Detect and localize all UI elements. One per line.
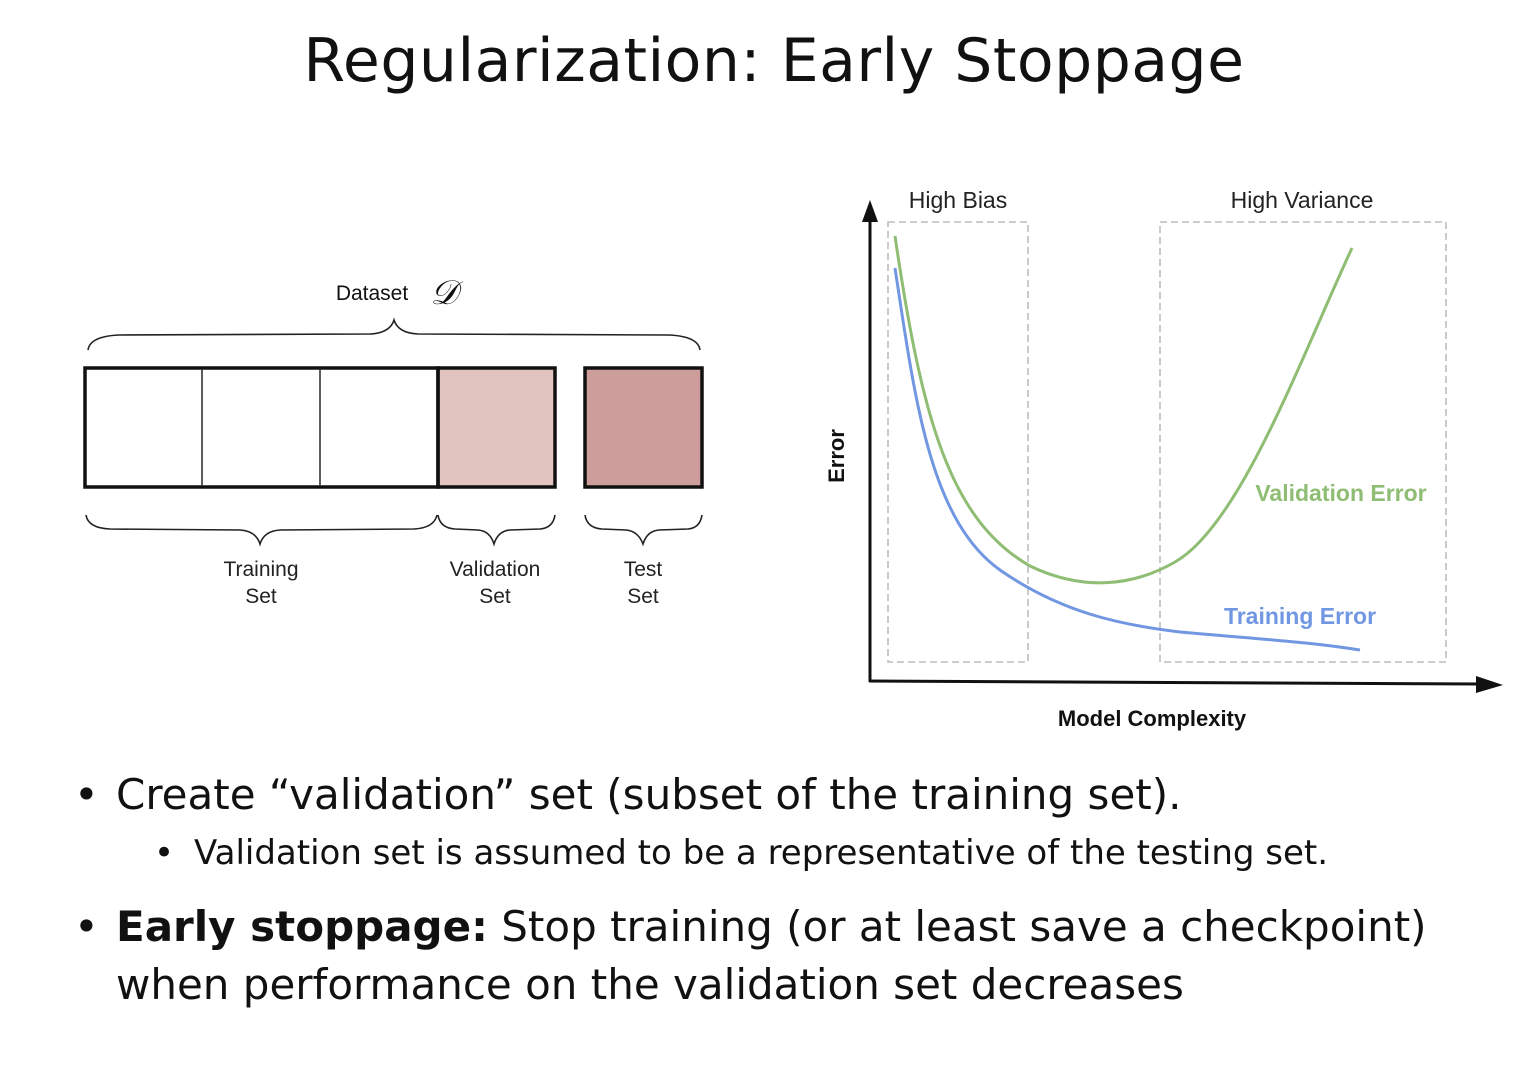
validation-error-curve	[893, 235, 1354, 585]
dataset-symbol: 𝒟	[430, 274, 463, 312]
test-brace	[584, 514, 703, 547]
validation-label-line1: Validation	[450, 558, 541, 581]
training-fold-3	[320, 368, 438, 487]
training-error-label: Training Error	[1224, 603, 1376, 629]
bullet-dot: •	[74, 770, 99, 819]
validation-label-line2: Set	[479, 585, 511, 608]
dataset-diagram: Dataset 𝒟 Training Set Validation Set Te…	[83, 274, 704, 608]
bullet-item: • Early stoppage: Stop training (or at l…	[74, 898, 1514, 1014]
x-axis	[868, 679, 1481, 686]
bullet-text: Stop training (or at least save a checkp…	[116, 902, 1427, 1009]
dataset-label: Dataset	[336, 282, 409, 305]
x-axis-label: Model Complexity	[1058, 706, 1247, 731]
y-axis-label: Error	[824, 429, 849, 483]
sub-bullet-text: Validation set is assumed to be a repres…	[194, 833, 1329, 873]
training-fold-1	[85, 368, 202, 487]
test-label-line1: Test	[624, 558, 663, 581]
validation-error-label: Validation Error	[1255, 480, 1426, 506]
bullet-list: • Create “validation” set (subset of the…	[74, 766, 1514, 1014]
x-axis-arrow	[1476, 676, 1503, 693]
bullet-emphasis: Early stoppage:	[116, 902, 488, 951]
training-fold-2	[202, 368, 320, 487]
training-set-block	[83, 366, 440, 489]
sub-bullet-item: • Validation set is assumed to be a repr…	[74, 828, 1514, 878]
slide-title: Regularization: Early Stoppage	[303, 26, 1245, 96]
high-variance-region	[1159, 221, 1447, 663]
high-bias-label: High Bias	[909, 187, 1007, 213]
high-variance-label: High Variance	[1231, 187, 1374, 213]
bullet-item: • Create “validation” set (subset of the…	[74, 766, 1514, 824]
training-error-curve	[893, 267, 1361, 652]
bullet-text: Create “validation” set (subset of the t…	[116, 770, 1182, 819]
complexity-chart: High Bias High Variance Validation Error…	[824, 187, 1503, 731]
validation-block	[436, 366, 557, 489]
bullet-dot: •	[74, 902, 99, 951]
test-label-line2: Set	[627, 585, 659, 608]
validation-brace	[437, 514, 556, 547]
y-axis-arrow	[862, 200, 878, 222]
dataset-brace	[87, 317, 701, 351]
high-bias-region	[887, 221, 1029, 663]
bullet-dot: •	[154, 833, 175, 873]
test-block	[583, 366, 704, 489]
training-label-line1: Training	[223, 558, 298, 581]
training-brace	[85, 514, 438, 547]
training-label-line2: Set	[245, 585, 277, 608]
